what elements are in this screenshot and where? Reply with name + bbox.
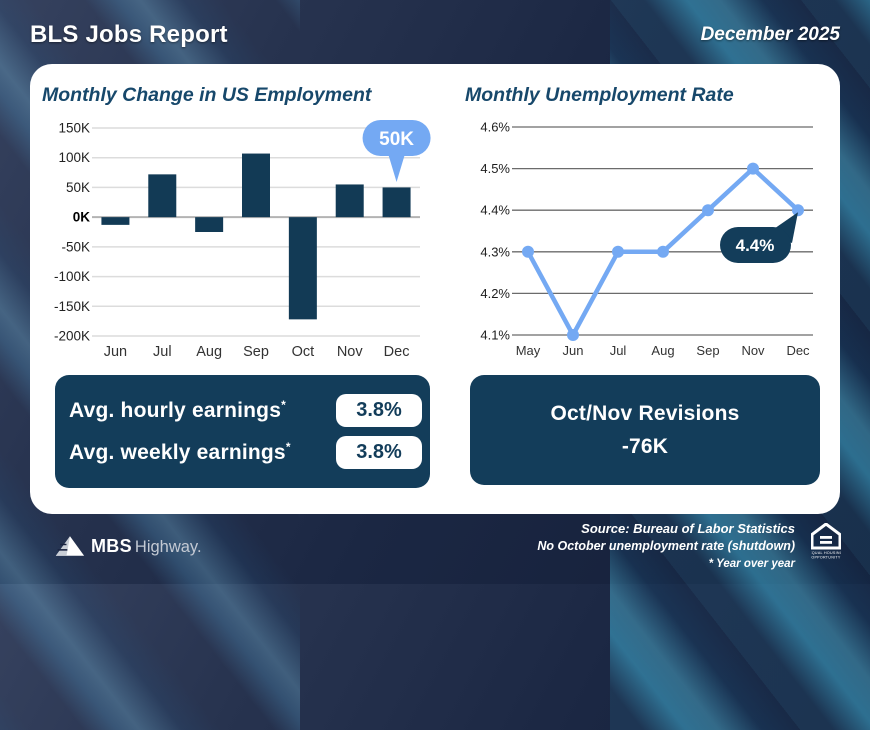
yoy-footnote: * Year over year bbox=[708, 558, 795, 571]
data-point-Jun bbox=[567, 329, 579, 341]
revisions-box: Oct/Nov Revisions -76K bbox=[470, 375, 820, 485]
hourly-earnings-label: Avg. hourly earnings* bbox=[69, 398, 286, 422]
shutdown-note: No October unemployment rate (shutdown) bbox=[537, 539, 795, 554]
x-tick-label: May bbox=[516, 343, 541, 358]
bar-Nov bbox=[335, 184, 364, 218]
revisions-title: Oct/Nov Revisions bbox=[550, 401, 740, 425]
y-tick-label: 4.6% bbox=[480, 120, 510, 135]
y-tick-label: 100K bbox=[58, 150, 90, 165]
x-tick-label: Sep bbox=[243, 344, 269, 360]
brand-name: MBS Highway. bbox=[91, 535, 202, 556]
bar-Sep bbox=[242, 153, 270, 218]
y-tick-label: 4.1% bbox=[480, 328, 510, 343]
equal-housing-opportunity-logo: EQUAL HOUSING OPPORTUNITY bbox=[809, 522, 843, 566]
y-tick-label: -200K bbox=[54, 329, 90, 344]
svg-text:EQUAL HOUSING: EQUAL HOUSING bbox=[811, 551, 841, 555]
x-tick-label: Nov bbox=[741, 343, 765, 358]
earnings-box: Avg. hourly earnings* 3.8% Avg. weekly e… bbox=[55, 375, 430, 488]
employment-chart-title: Monthly Change in US Employment bbox=[42, 84, 372, 106]
y-tick-label: -150K bbox=[54, 299, 90, 314]
unemployment-line-chart: 4.6% 4.5% 4.4% 4.3% 4.2% 4.1% May Jun Jul Aug Sep N… bbox=[480, 120, 813, 358]
content-card: Monthly Change in US Employment Monthly … bbox=[30, 64, 840, 514]
x-tick-label: Jul bbox=[610, 343, 627, 358]
y-tick-label: 50K bbox=[66, 180, 90, 195]
bar-Jun bbox=[101, 217, 130, 225]
bar-Jul bbox=[148, 174, 177, 218]
y-tick-label: -50K bbox=[61, 239, 90, 254]
callout-label: 4.4% bbox=[736, 236, 775, 255]
x-tick-label: Jun bbox=[563, 343, 584, 358]
x-tick-label: Aug bbox=[651, 343, 674, 358]
svg-text:OPPORTUNITY: OPPORTUNITY bbox=[811, 556, 840, 560]
x-tick-label: Dec bbox=[786, 343, 810, 358]
data-point-Aug bbox=[657, 245, 669, 258]
callout-label: 50K bbox=[379, 129, 414, 150]
data-point-Sep bbox=[702, 204, 714, 217]
data-point-Jul bbox=[612, 245, 624, 258]
y-tick-label: 4.3% bbox=[480, 244, 510, 259]
weekly-earnings-label: Avg. weekly earnings* bbox=[69, 440, 291, 464]
footnote-asterisk: * bbox=[285, 440, 291, 454]
employment-bar-chart: 150K 100K 50K 0K -50K -100K -150K -200K Jun Jul Au… bbox=[54, 120, 431, 360]
page-title: BLS Jobs Report bbox=[30, 21, 228, 48]
hourly-earnings-value: 3.8% bbox=[336, 394, 422, 427]
y-tick-label: 4.5% bbox=[480, 161, 510, 176]
data-point-May bbox=[522, 245, 534, 258]
header: BLS Jobs Report December 2025 bbox=[30, 14, 840, 56]
x-tick-label: Dec bbox=[384, 344, 410, 360]
x-tick-label: Aug bbox=[196, 344, 222, 360]
y-tick-label: 150K bbox=[58, 121, 90, 136]
x-tick-label: Nov bbox=[337, 344, 364, 360]
x-tick-label: Jul bbox=[153, 344, 172, 360]
x-tick-label: Jun bbox=[104, 344, 127, 360]
y-tick-label: -100K bbox=[54, 269, 90, 284]
revisions-value: -76K bbox=[621, 434, 669, 458]
hourly-earnings-row: Avg. hourly earnings* 3.8% bbox=[69, 394, 422, 427]
bar-Aug bbox=[195, 217, 224, 232]
callout-tail bbox=[387, 152, 406, 182]
footnote-asterisk: * bbox=[281, 398, 286, 412]
mountain-logo-icon bbox=[55, 536, 85, 556]
data-point-Dec bbox=[792, 204, 804, 217]
source-note: Source: Bureau of Labor Statistics bbox=[581, 521, 795, 536]
x-tick-label: Oct bbox=[292, 344, 315, 360]
brand-logo: MBS Highway. bbox=[55, 535, 202, 557]
x-tick-label: Sep bbox=[696, 343, 719, 358]
bar-Oct bbox=[288, 217, 317, 320]
y-tick-label: 4.4% bbox=[480, 203, 510, 218]
report-date: December 2025 bbox=[700, 24, 840, 45]
weekly-earnings-row: Avg. weekly earnings* 3.8% bbox=[69, 436, 422, 469]
equal-housing-icon: EQUAL HOUSING OPPORTUNITY bbox=[809, 522, 843, 560]
unemployment-chart-title: Monthly Unemployment Rate bbox=[465, 84, 734, 106]
data-point-Nov bbox=[747, 162, 759, 175]
bar-Dec bbox=[382, 187, 411, 218]
callout-bubble bbox=[362, 120, 431, 156]
y-tick-label: 4.2% bbox=[480, 286, 510, 301]
y-tick-label: 0K bbox=[73, 210, 91, 225]
callout-bubble bbox=[720, 227, 791, 263]
footer-notes: Source: Bureau of Labor Statistics No Oc… bbox=[537, 520, 795, 573]
weekly-earnings-value: 3.8% bbox=[336, 436, 422, 469]
